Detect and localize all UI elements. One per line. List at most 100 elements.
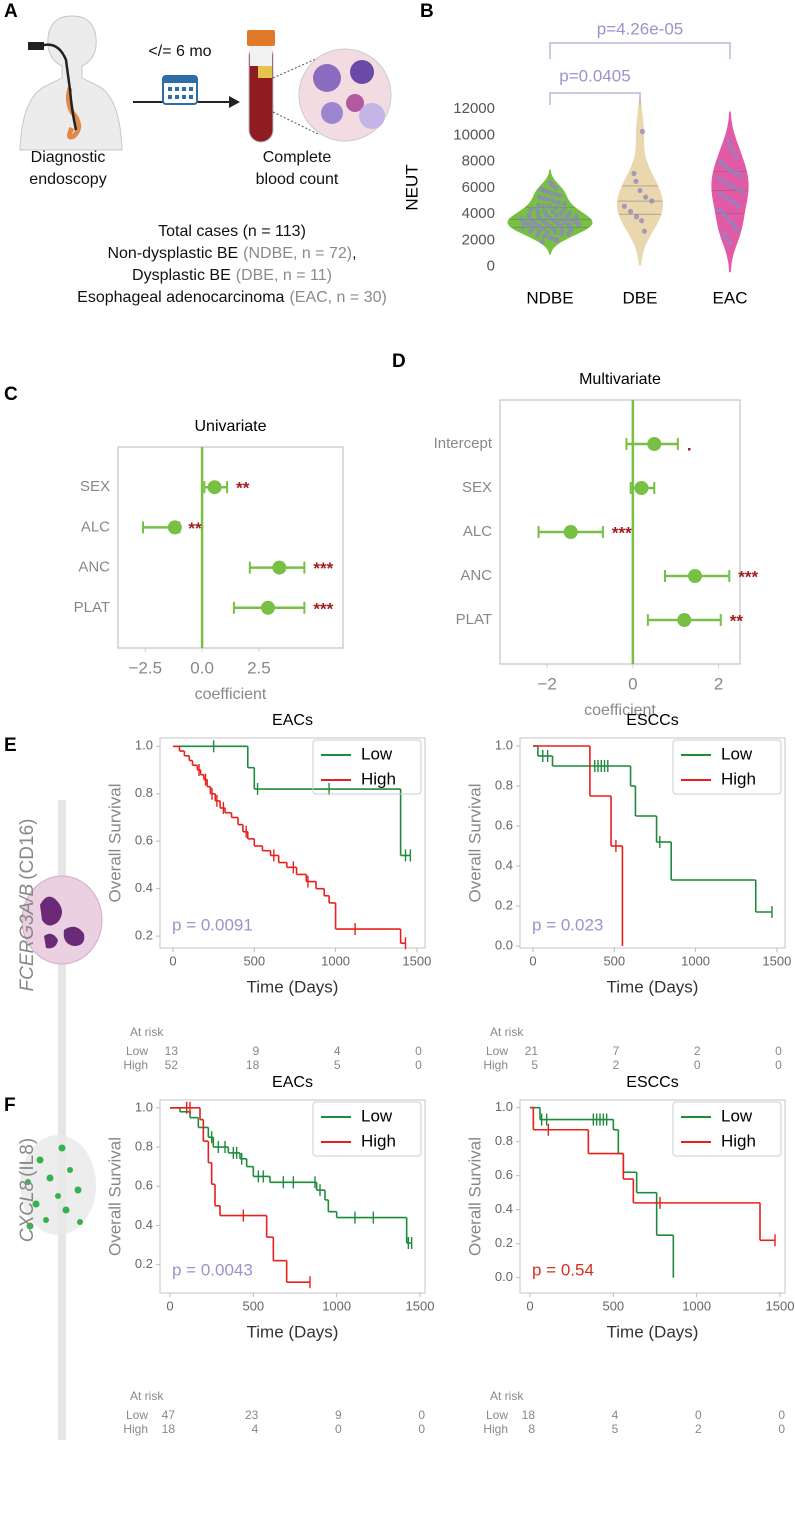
- panel-letter: F: [4, 1095, 16, 1116]
- point: [520, 224, 526, 230]
- x-tick-label: 1000: [322, 1298, 351, 1313]
- x-tick-label: 1500: [766, 1298, 795, 1313]
- y-tick-label: 12000: [453, 100, 495, 117]
- side-bar: [58, 1075, 66, 1440]
- point: [541, 233, 548, 240]
- risk-count: 9: [335, 1408, 342, 1422]
- point: [536, 228, 542, 234]
- risk-count: 0: [415, 1044, 422, 1058]
- point: [627, 208, 634, 215]
- risk-count: 47: [162, 1408, 176, 1422]
- cell: [346, 94, 364, 112]
- estimate: [272, 560, 287, 575]
- point: [717, 159, 724, 165]
- x-tick-label: 1500: [406, 1298, 435, 1313]
- x-tick-label: 1000: [681, 953, 710, 968]
- point: [553, 185, 559, 191]
- risk-title: At risk: [490, 1025, 524, 1039]
- estimate: [647, 437, 662, 451]
- significance: **: [188, 519, 202, 538]
- x-tick-label: 2: [714, 674, 723, 693]
- risk-title: At risk: [130, 1389, 164, 1403]
- point: [573, 219, 579, 225]
- point: [738, 173, 744, 179]
- estimate: [688, 569, 702, 583]
- endoscope: [39, 43, 78, 131]
- point: [573, 214, 580, 220]
- estimate: [207, 480, 222, 495]
- point: [726, 240, 733, 246]
- x-tick-label: 500: [243, 953, 265, 968]
- significance: ***: [612, 523, 632, 542]
- x-tick-label: 1500: [762, 953, 791, 968]
- legend-label: Low: [361, 744, 393, 763]
- legend-frame: [312, 1101, 422, 1157]
- risk-count: 21: [525, 1044, 539, 1058]
- point: [553, 212, 559, 219]
- estimate: [634, 481, 649, 495]
- risk-count: 4: [334, 1044, 341, 1058]
- point: [563, 214, 570, 220]
- interval-label: </= 6 mo: [148, 43, 211, 60]
- chart-title: EACs: [272, 712, 313, 729]
- summary-text: Non-dysplastic BE: [107, 245, 238, 262]
- gene-label: FCERG3A/B (CD16): [17, 819, 38, 992]
- point: [528, 206, 535, 212]
- cell: [321, 102, 343, 124]
- x-tick-label: 1500: [402, 953, 431, 968]
- point: [633, 214, 640, 220]
- point: [536, 223, 543, 229]
- y-tick-label: ANC: [78, 559, 110, 576]
- summary-abbrev: (DBE, n = 11): [236, 267, 332, 284]
- p-value: p = 0.0091: [172, 915, 253, 934]
- x-axis-label: Time (Days): [247, 1322, 339, 1341]
- point: [721, 211, 727, 217]
- risk-count: 4: [612, 1408, 619, 1422]
- annotation: p=0.0405: [559, 66, 630, 85]
- point: [551, 218, 557, 224]
- point: [731, 199, 737, 205]
- annotation: p=4.26e-05: [597, 19, 684, 38]
- point: [559, 227, 565, 233]
- point: [730, 148, 736, 154]
- point: [633, 178, 639, 184]
- significance: ***: [738, 567, 758, 586]
- point: [733, 153, 739, 160]
- point: [566, 231, 572, 237]
- panel-letter: E: [4, 735, 17, 756]
- point: [547, 235, 553, 241]
- point: [559, 231, 565, 237]
- point: [542, 208, 548, 215]
- step-label: Diagnostic: [31, 149, 106, 166]
- point: [558, 210, 564, 216]
- point: [557, 193, 563, 199]
- risk-title: At risk: [130, 1025, 164, 1039]
- violin: [616, 96, 664, 266]
- person: [19, 15, 123, 151]
- point: [562, 219, 568, 225]
- point: [567, 210, 573, 216]
- risk-count: 8: [528, 1422, 535, 1436]
- significance: **: [730, 611, 744, 630]
- panel-letter: D: [392, 351, 406, 372]
- y-tick-label: PLAT: [456, 611, 492, 628]
- gene-alias: (CD16): [17, 819, 38, 880]
- chart-title: ESCCs: [626, 712, 678, 729]
- risk-row-label: High: [123, 1422, 148, 1436]
- point: [716, 207, 723, 213]
- point: [716, 176, 722, 182]
- x-tick-label: NDBE: [526, 288, 573, 307]
- x-tick-label: 0: [628, 674, 637, 693]
- point: [643, 194, 649, 200]
- point: [552, 191, 559, 198]
- plot-frame: [519, 1099, 786, 1294]
- y-tick-label: 8000: [462, 153, 495, 170]
- y-tick-label: 0.2: [135, 928, 153, 943]
- x-tick-label: 0: [529, 953, 536, 968]
- risk-row-label: Low: [126, 1408, 148, 1422]
- y-tick-label: 0.4: [135, 880, 153, 895]
- step-label: Complete: [263, 149, 332, 166]
- point: [637, 187, 643, 194]
- zoom-line: [272, 57, 319, 79]
- plot-frame: [499, 399, 741, 665]
